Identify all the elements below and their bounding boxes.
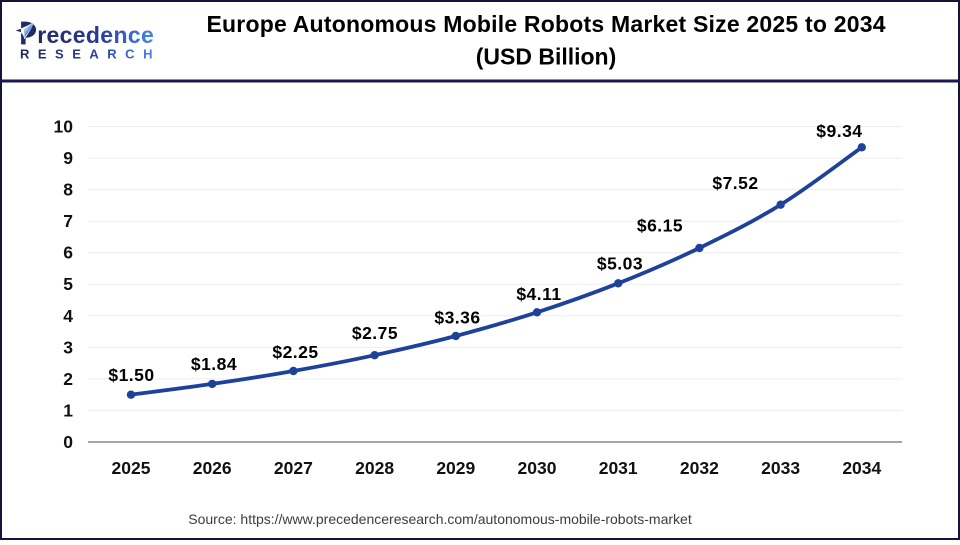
svg-text:2: 2 xyxy=(63,369,73,389)
svg-text:2031: 2031 xyxy=(599,458,638,478)
svg-text:Source: https://www.precedence: Source: https://www.precedenceresearch.c… xyxy=(188,511,692,527)
svg-text:2033: 2033 xyxy=(761,458,800,478)
svg-text:2029: 2029 xyxy=(436,458,475,478)
svg-text:$3.36: $3.36 xyxy=(434,308,480,328)
svg-text:RESEARCH: RESEARCH xyxy=(20,46,161,61)
svg-text:$7.52: $7.52 xyxy=(712,173,758,193)
svg-text:8: 8 xyxy=(63,180,73,200)
svg-text:$2.75: $2.75 xyxy=(352,323,398,343)
svg-text:0: 0 xyxy=(63,432,73,452)
svg-text:1: 1 xyxy=(63,400,73,420)
svg-text:5: 5 xyxy=(63,274,73,294)
svg-text:$1.50: $1.50 xyxy=(108,365,154,385)
svg-text:$1.84: $1.84 xyxy=(191,354,237,374)
svg-text:2034: 2034 xyxy=(842,458,881,478)
svg-text:Europe Autonomous Mobile Robot: Europe Autonomous Mobile Robots Market S… xyxy=(207,11,886,37)
svg-text:$6.15: $6.15 xyxy=(637,216,683,236)
svg-text:10: 10 xyxy=(54,117,74,137)
svg-text:7: 7 xyxy=(63,211,73,231)
svg-text:$5.03: $5.03 xyxy=(597,254,643,274)
svg-text:6: 6 xyxy=(63,243,73,263)
svg-text:$2.25: $2.25 xyxy=(272,342,318,362)
svg-text:2026: 2026 xyxy=(193,458,232,478)
svg-text:3: 3 xyxy=(63,337,73,357)
svg-text:2025: 2025 xyxy=(112,458,151,478)
svg-text:4: 4 xyxy=(63,306,73,326)
svg-text:$9.34: $9.34 xyxy=(816,121,862,141)
svg-text:2032: 2032 xyxy=(680,458,719,478)
svg-text:2028: 2028 xyxy=(355,458,394,478)
svg-text:2030: 2030 xyxy=(518,458,557,478)
svg-text:$4.11: $4.11 xyxy=(516,284,561,304)
svg-text:recedence: recedence xyxy=(37,22,154,48)
svg-text:9: 9 xyxy=(63,148,73,168)
svg-text:(USD Billion): (USD Billion) xyxy=(476,44,617,70)
svg-text:2027: 2027 xyxy=(274,458,313,478)
